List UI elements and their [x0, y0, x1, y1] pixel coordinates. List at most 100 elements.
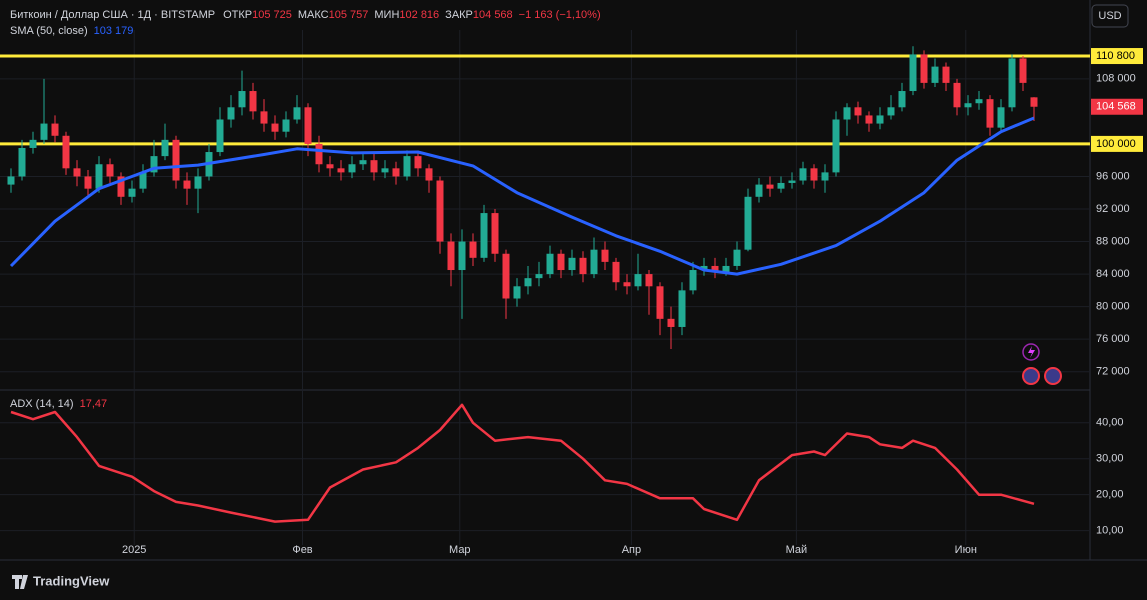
currency-button[interactable] — [1091, 4, 1129, 28]
candle-body — [667, 318, 675, 327]
y-tick-label: 92 000 — [1096, 203, 1130, 215]
y-tick-label: 72 000 — [1096, 366, 1130, 378]
candle-body — [799, 168, 807, 181]
stat-value: 105 757 — [329, 9, 369, 21]
candle-body — [777, 182, 785, 189]
candle-body — [29, 139, 37, 148]
stat-value: 104 568 — [473, 9, 513, 21]
currency[interactable]: USD — [1098, 10, 1121, 22]
candle-body — [931, 66, 939, 83]
level-label-box — [1091, 48, 1143, 65]
last-price-label: 104 568 — [1096, 101, 1136, 113]
x-tick-label: 2025 — [122, 544, 146, 556]
candle-body — [623, 282, 631, 287]
candle-body — [513, 286, 521, 299]
candle-body — [645, 274, 653, 287]
candle-body — [51, 123, 59, 136]
candle-body — [975, 99, 983, 104]
level-label: 100 000 — [1096, 138, 1136, 150]
candle-body — [260, 111, 268, 124]
candle-body — [40, 123, 48, 140]
candle-body — [370, 160, 378, 173]
candle-body — [62, 135, 70, 169]
logo — [12, 575, 28, 589]
candle-body — [1030, 97, 1038, 107]
candle-body — [535, 274, 543, 279]
candle-body — [656, 286, 664, 319]
overlay-name: SMA (50, close) — [10, 25, 88, 37]
candle-body — [546, 253, 554, 275]
candle-body — [821, 172, 829, 181]
candle-body — [876, 115, 884, 124]
event-icon[interactable] — [1022, 367, 1040, 385]
stat-label: МАКС — [298, 9, 329, 21]
candle-body — [271, 123, 279, 132]
candle-body — [84, 176, 92, 189]
candle-body — [502, 253, 510, 299]
candle-body — [788, 180, 796, 183]
candle-body — [227, 107, 235, 120]
event-icon[interactable] — [1044, 367, 1062, 385]
candle-body — [161, 139, 169, 157]
y-tick-label: 10,00 — [1096, 525, 1124, 537]
candle-body — [106, 164, 114, 177]
overlay-value: 103 179 — [94, 25, 134, 37]
y-tick-label: 40,00 — [1096, 417, 1124, 429]
series-name: ADX (14, 14) — [10, 398, 74, 410]
stat-value: 105 725 — [252, 9, 292, 21]
candle-body — [392, 168, 400, 177]
candle-body — [909, 54, 917, 92]
candle-body — [326, 164, 334, 169]
candle-body — [337, 168, 345, 173]
candle-body — [832, 119, 840, 173]
candle-body — [920, 54, 928, 83]
marks — [0, 46, 1090, 523]
y-tick-label: 84 000 — [1096, 268, 1130, 280]
candle-body — [216, 119, 224, 153]
candle-body — [557, 253, 565, 271]
y-tick-label: 96 000 — [1096, 170, 1130, 182]
candle-body — [447, 241, 455, 271]
candle-body — [480, 213, 488, 258]
labels: 72 000 76 000 80 000 84 000 88 000 92 000 96 0… — [10, 9, 1143, 556]
series-legend: ADX (14, 14) 17,47 — [10, 398, 107, 410]
candle-body — [997, 107, 1005, 128]
candle-body — [568, 257, 576, 271]
stat-label: ОТКР — [223, 9, 252, 21]
candle-body — [711, 265, 719, 273]
chart-title: Биткоин / Доллар США · 1Д · BITSTAMP — [10, 9, 215, 21]
event-icon[interactable] — [1022, 343, 1040, 361]
candle-body — [689, 270, 697, 291]
candle-body — [381, 168, 389, 173]
candle-body — [304, 107, 312, 144]
y-tick-label: 20,00 — [1096, 489, 1124, 501]
line — [10, 403, 1035, 523]
candle-body — [315, 143, 323, 165]
candle-body — [634, 274, 642, 287]
candle-body — [766, 184, 774, 189]
candle-body — [436, 180, 444, 242]
y-tick-label: 108 000 — [1096, 73, 1136, 85]
candle-body — [128, 188, 136, 197]
stat-value: 102 816 — [399, 9, 439, 21]
level-label-box — [1091, 135, 1143, 152]
y-tick-label: 80 000 — [1096, 301, 1130, 313]
line — [9, 116, 1035, 276]
candle-body — [150, 156, 158, 173]
candle-body — [117, 176, 125, 197]
candle-body — [348, 164, 356, 173]
candle-body — [854, 107, 862, 116]
overlay-legend: SMA (50, close) 103 179 — [10, 25, 133, 37]
branding: TradingView — [33, 573, 110, 588]
candle-body — [414, 156, 422, 169]
candle-body — [755, 184, 763, 197]
x-tick-label: Фев — [292, 544, 312, 556]
candle-body — [700, 265, 708, 271]
candle-body — [953, 82, 961, 108]
candle-body — [172, 139, 180, 181]
candle-body — [744, 196, 752, 250]
candle-body — [18, 147, 26, 177]
